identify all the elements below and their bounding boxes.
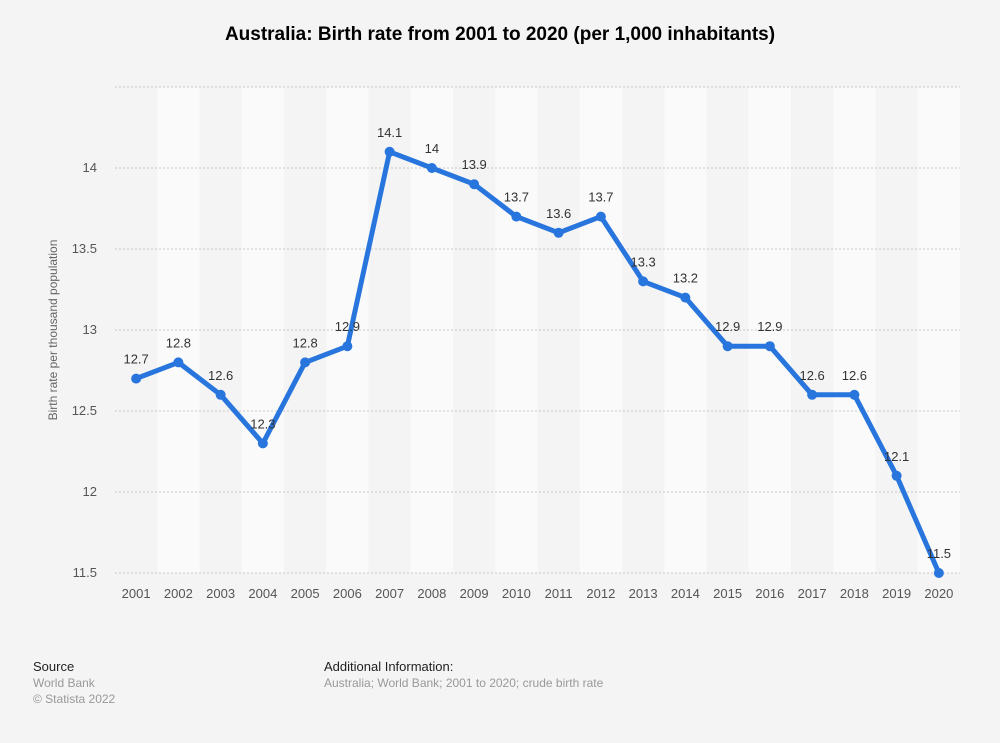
data-point — [722, 341, 733, 352]
data-point — [680, 292, 691, 303]
source-heading: Source — [33, 659, 75, 674]
line-chart: 11.5 12 12.5 13 13.5 14 2001 2002 2003 2004 2005 2… — [46, 86, 960, 601]
x-tick-label: 2015 — [713, 586, 742, 601]
data-label: 14.1 — [377, 125, 402, 140]
x-tick-label: 2020 — [924, 586, 953, 601]
data-label: 12.9 — [757, 319, 782, 334]
x-tick-label: 2003 — [206, 586, 235, 601]
info-text: Australia; World Bank; 2001 to 2020; cru… — [324, 676, 604, 690]
x-tick-label: 2011 — [545, 586, 573, 601]
data-point — [595, 211, 606, 222]
x-tick-label: 2004 — [248, 586, 277, 601]
data-point — [300, 357, 311, 368]
x-tick-label: 2012 — [586, 586, 615, 601]
x-tick-label: 2002 — [164, 586, 193, 601]
y-tick-label: 13.5 — [72, 241, 97, 256]
copyright: © Statista 2022 — [33, 692, 116, 706]
x-tick-label: 2013 — [629, 586, 658, 601]
x-tick-label: 2016 — [755, 586, 784, 601]
data-point — [764, 341, 775, 352]
data-label: 11.5 — [927, 546, 951, 561]
data-label: 12.6 — [799, 368, 824, 383]
source-text: World Bank — [33, 676, 95, 690]
x-tick-label: 2005 — [291, 586, 320, 601]
x-tick-label: 2007 — [375, 586, 404, 601]
additional-info-block: Additional Information: Australia; World… — [324, 659, 603, 691]
data-point — [638, 276, 649, 287]
data-label: 12.8 — [292, 335, 317, 350]
x-tick-label: 2014 — [671, 586, 700, 601]
data-label: 12.6 — [842, 368, 867, 383]
data-label: 12.9 — [335, 319, 360, 334]
data-point — [384, 146, 395, 157]
data-point — [131, 373, 142, 384]
x-tick-label: 2001 — [122, 586, 151, 601]
info-heading: Additional Information: — [324, 659, 454, 674]
data-label: 13.7 — [588, 190, 613, 205]
data-point — [215, 389, 226, 400]
data-label: 13.3 — [630, 254, 655, 269]
data-label: 13.6 — [546, 206, 571, 221]
x-tick-label: 2017 — [798, 586, 827, 601]
chart-title: Australia: Birth rate from 2001 to 2020 … — [224, 24, 776, 45]
x-tick-label: 2018 — [840, 586, 869, 601]
data-point — [257, 438, 268, 449]
data-label: 13.2 — [673, 271, 698, 286]
y-tick-label: 11.5 — [73, 565, 97, 580]
x-tick-label: 2008 — [417, 586, 446, 601]
y-tick-label: 13 — [83, 322, 97, 337]
data-point — [933, 568, 944, 578]
data-label: 13.7 — [504, 190, 529, 205]
data-point — [426, 163, 437, 173]
data-point — [342, 341, 353, 352]
data-point — [891, 470, 902, 481]
y-axis-label: Birth rate per thousand population — [46, 240, 60, 421]
y-tick-label: 12 — [83, 484, 97, 499]
y-tick-label: 14 — [83, 160, 97, 175]
data-label: 12.8 — [166, 335, 191, 350]
x-tick-label: 2010 — [502, 586, 531, 601]
data-label: 14 — [425, 141, 439, 156]
data-label: 12.6 — [208, 368, 233, 383]
data-label: 12.3 — [250, 416, 275, 431]
series-line — [135, 149, 942, 574]
data-point — [553, 227, 564, 238]
y-tick-label: 12.5 — [72, 403, 97, 418]
data-point — [807, 389, 818, 400]
data-label: 12.9 — [715, 319, 740, 334]
x-tick-label: 2009 — [460, 586, 489, 601]
x-tick-label: 2019 — [882, 586, 911, 601]
data-point — [849, 389, 860, 400]
data-label: 12.1 — [884, 449, 909, 464]
data-label: 12.7 — [123, 352, 148, 367]
data-point — [173, 357, 184, 368]
data-point — [469, 179, 480, 190]
data-label: 13.9 — [461, 157, 486, 172]
x-tick-label: 2006 — [333, 586, 362, 601]
data-point — [511, 211, 522, 222]
source-block: Source World Bank © Statista 2022 — [33, 659, 115, 707]
